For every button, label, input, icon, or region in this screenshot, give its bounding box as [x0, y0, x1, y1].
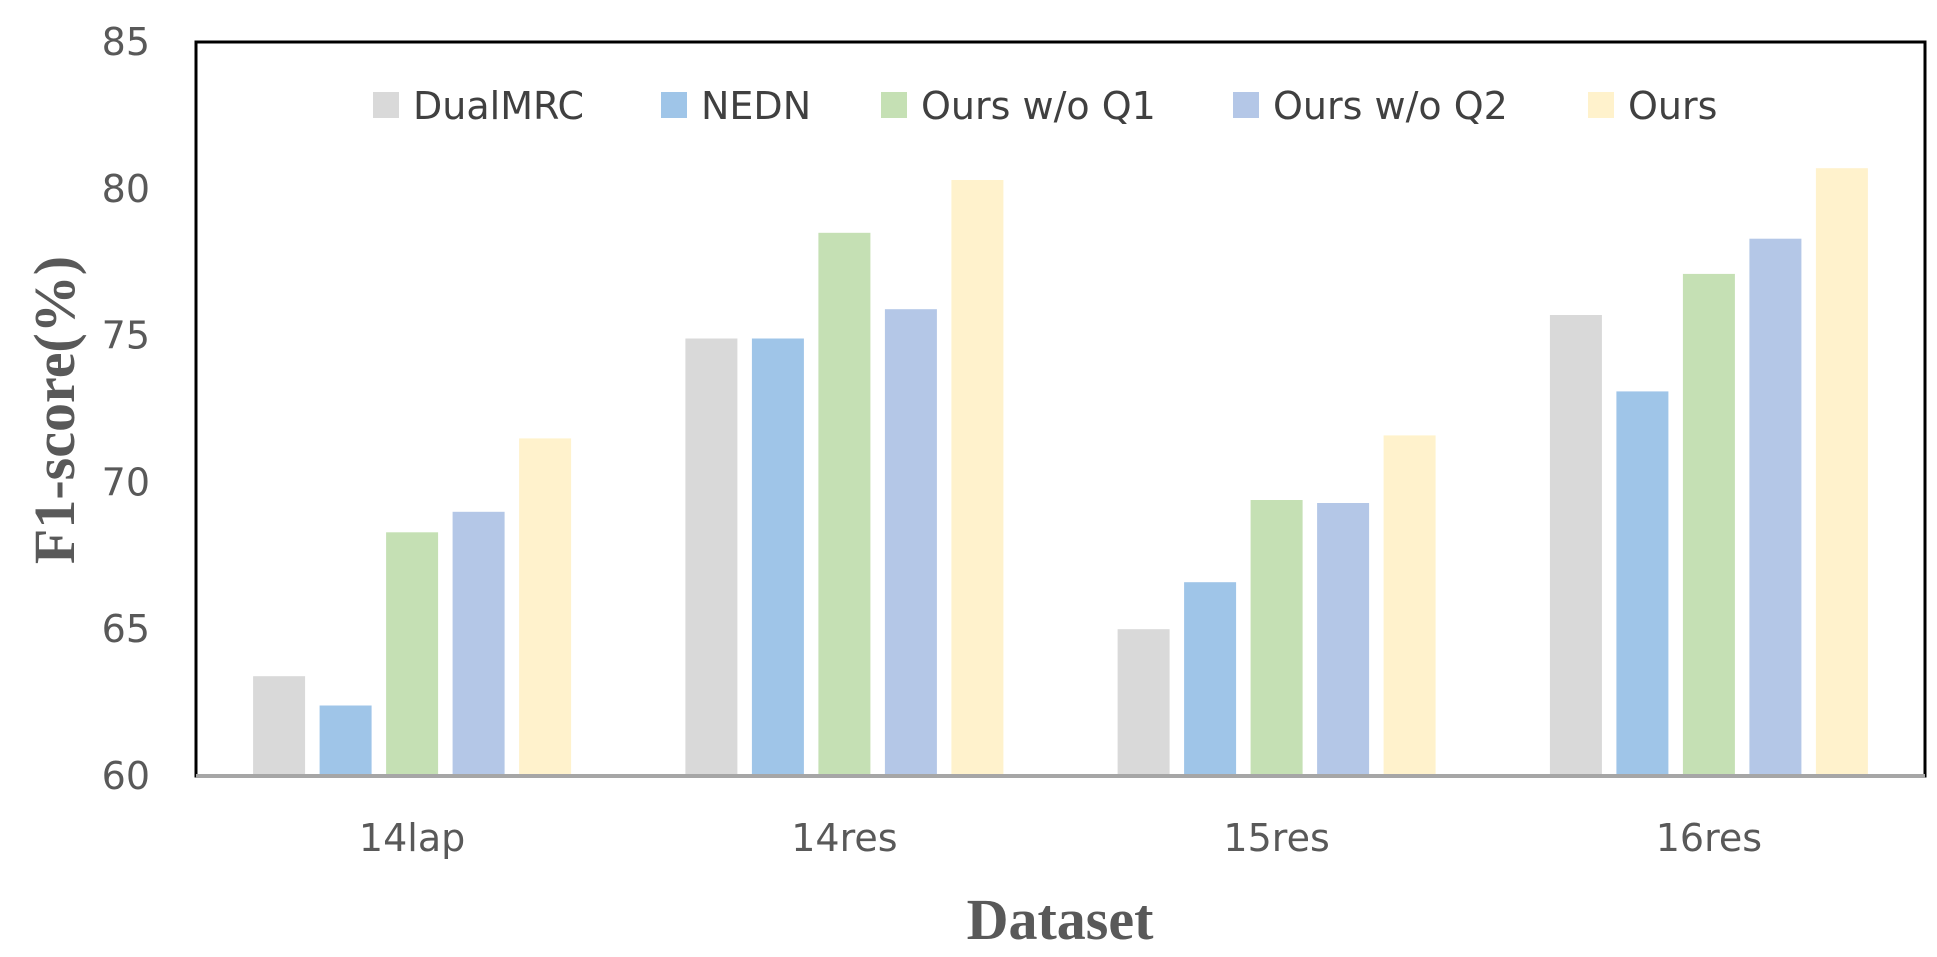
bar-nedn-14lap: [319, 705, 372, 776]
y-tick-label: 60: [102, 754, 150, 798]
legend-swatch-dualmrc: [373, 92, 399, 118]
x-tick-label: 15res: [1223, 816, 1329, 860]
bar-ours-w-o-q2-15res: [1317, 503, 1370, 776]
x-tick-label: 14lap: [359, 816, 465, 860]
bar-dualmrc-15res: [1117, 629, 1170, 776]
y-tick-labels: 60 65 70 75 80 85: [102, 20, 150, 798]
bar-ours-15res: [1383, 435, 1436, 776]
bar-nedn-14res: [751, 338, 804, 776]
y-tick-label: 65: [102, 607, 150, 651]
bar-ours-w-o-q1-14lap: [386, 532, 439, 776]
y-axis-title: F1-score(%): [22, 256, 87, 564]
legend-swatch-ours: [1588, 92, 1614, 118]
y-tick-label: 75: [102, 314, 150, 358]
legend-swatch-ours-w-o-q1: [881, 92, 907, 118]
legend: DualMRC NEDN Ours w/o Q1 Ours w/o Q2 Ours: [373, 84, 1717, 128]
bar-ours-14lap: [519, 438, 572, 776]
bar-dualmrc-14lap: [253, 676, 306, 776]
bar-ours-w-o-q1-15res: [1250, 500, 1303, 776]
bar-ours-16res: [1815, 168, 1868, 776]
y-tick-label: 80: [102, 167, 150, 211]
bar-ours-w-o-q2-16res: [1749, 238, 1802, 776]
legend-label-ours: Ours: [1628, 84, 1717, 128]
legend-label-dualmrc: DualMRC: [413, 84, 584, 128]
bar-ours-w-o-q1-14res: [818, 232, 871, 777]
y-tick-label: 70: [102, 460, 150, 504]
bar-ours-w-o-q1-16res: [1682, 273, 1735, 776]
legend-label-nedn: NEDN: [701, 84, 811, 128]
bars-layer: [253, 168, 1868, 777]
x-tick-label: 16res: [1656, 816, 1762, 860]
bar-ours-14res: [951, 180, 1004, 776]
bar-dualmrc-16res: [1549, 315, 1602, 776]
x-tick-label: 14res: [791, 816, 897, 860]
bar-ours-w-o-q2-14lap: [452, 511, 505, 776]
legend-swatch-nedn: [661, 92, 687, 118]
bar-nedn-15res: [1184, 582, 1237, 776]
legend-label-ours-w-o-q1: Ours w/o Q1: [921, 84, 1156, 128]
x-axis-title: Dataset: [967, 887, 1155, 952]
bar-dualmrc-14res: [685, 338, 738, 776]
bar-ours-w-o-q2-14res: [884, 309, 937, 776]
legend-swatch-ours-w-o-q2: [1233, 92, 1259, 118]
x-tick-labels: 14lap 14res 15res 16res: [359, 816, 1762, 860]
bar-nedn-16res: [1616, 391, 1669, 776]
legend-label-ours-w-o-q2: Ours w/o Q2: [1273, 84, 1508, 128]
y-tick-label: 85: [102, 20, 150, 64]
